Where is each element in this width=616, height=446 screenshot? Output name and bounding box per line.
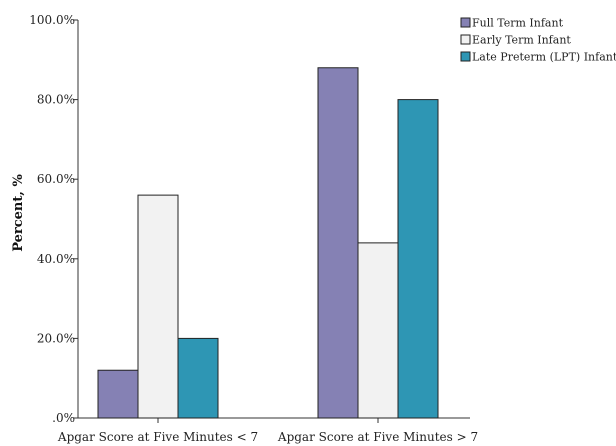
bar-3-category-1 [177,337,219,419]
bar-1-category-1 [97,369,139,419]
x-axis: Apgar Score at Five Minutes < 7 Apgar Sco… [57,417,478,444]
x-category-label: Apgar Score at Five Minutes < 7 [57,430,258,444]
legend-swatch [460,51,471,62]
legend-label: Full Term Infant [472,17,564,30]
bars-group [97,67,439,419]
y-axis: .0% 20.0% 40.0% 60.0% 80.0% 100.0% [29,13,79,425]
y-tick-label: 40.0% [37,252,75,266]
y-tick-label: .0% [52,411,75,425]
bar-2-category-2 [357,242,399,419]
legend: Full Term Infant Early Term Infant Late Pr… [460,17,616,64]
legend-swatch [460,34,471,45]
y-tick-label: 60.0% [37,172,75,186]
legend-swatch [460,17,471,28]
bar-2-category-1 [137,194,179,419]
bar-3-category-2 [397,99,439,419]
y-tick-label: 20.0% [37,331,75,345]
y-axis-label: Percent, % [11,174,26,252]
bar-1-category-2 [317,67,359,419]
legend-label: Early Term Infant [472,34,571,47]
legend-label: Late Preterm (LPT) Infant [472,51,616,64]
y-tick-label: 80.0% [37,93,75,107]
x-category-label: Apgar Score at Five Minutes > 7 [277,430,478,444]
y-tick-label: 100.0% [29,13,75,27]
